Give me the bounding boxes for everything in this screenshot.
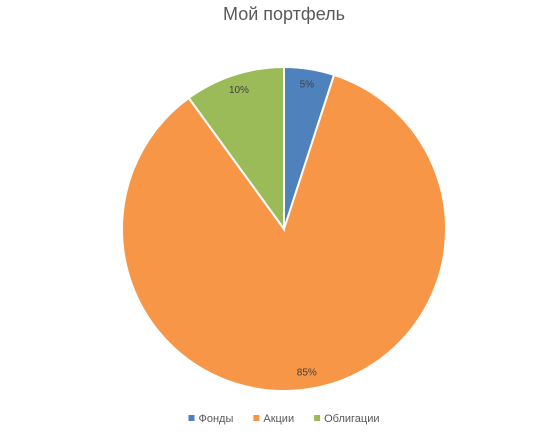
pie-slice [121, 73, 447, 392]
value-label: 85% [297, 368, 317, 379]
legend-swatch [188, 415, 195, 421]
legend-label: Акции [263, 413, 294, 425]
value-label: 10% [229, 85, 249, 96]
pie: 5% 85% 10% [121, 65, 447, 392]
legend-label: Облигации [324, 413, 379, 425]
legend-swatch [314, 415, 321, 421]
legend: Фонды Акции Облигации [188, 413, 380, 425]
chart-title: Мой портфель [223, 4, 345, 24]
pie-slice [187, 65, 285, 233]
legend-label: Фонды [198, 413, 233, 425]
legend-swatch [253, 415, 260, 421]
value-label: 5% [300, 80, 315, 91]
